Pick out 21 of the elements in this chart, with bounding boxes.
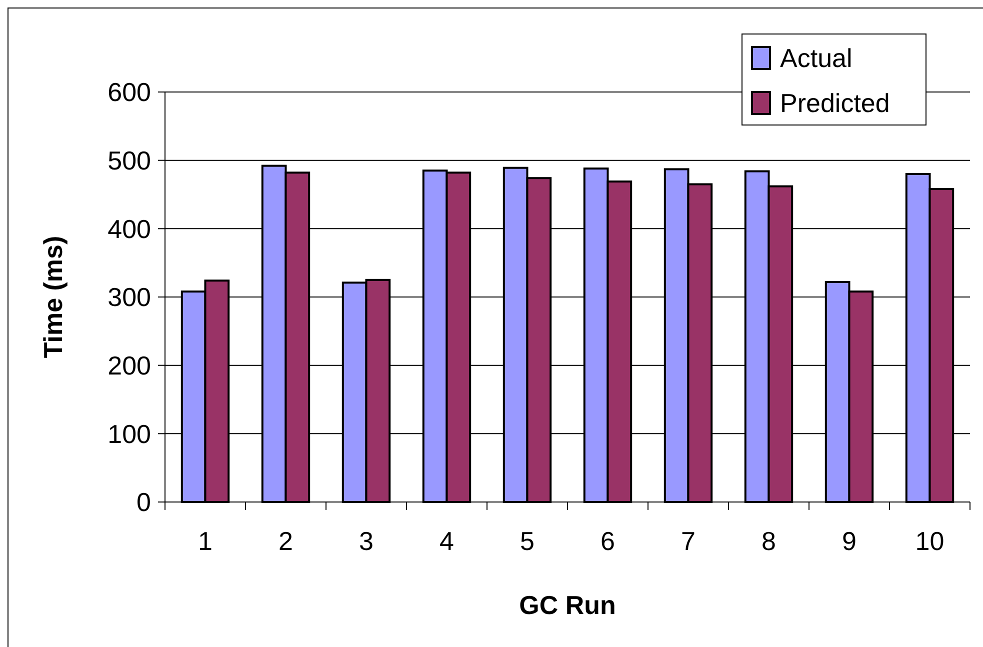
x-tick-label: 9 [842, 526, 856, 556]
x-tick-label: 3 [359, 526, 374, 556]
y-tick-label: 100 [108, 418, 151, 449]
x-tick-label: 10 [915, 526, 944, 556]
x-tick-label: 1 [198, 526, 212, 556]
y-tick-label: 500 [108, 145, 151, 176]
x-axis-title: GC Run [519, 590, 616, 620]
x-tick-label: 5 [520, 526, 534, 556]
y-axis-title: Time (ms) [38, 236, 68, 358]
x-tick-label: 6 [600, 526, 615, 556]
x-tick-label: 4 [440, 526, 454, 556]
y-tick-label: 200 [108, 350, 151, 380]
legend-label: Actual [780, 43, 852, 74]
y-tick-label: 400 [108, 214, 151, 244]
x-tick-label: 7 [681, 526, 696, 556]
x-tick-label: 2 [278, 526, 293, 556]
legend-label: Predicted [780, 88, 890, 118]
x-tick-label: 8 [762, 526, 776, 556]
y-tick-label: 0 [136, 487, 151, 518]
y-tick-label: 600 [108, 77, 151, 108]
y-tick-label: 300 [108, 282, 151, 312]
